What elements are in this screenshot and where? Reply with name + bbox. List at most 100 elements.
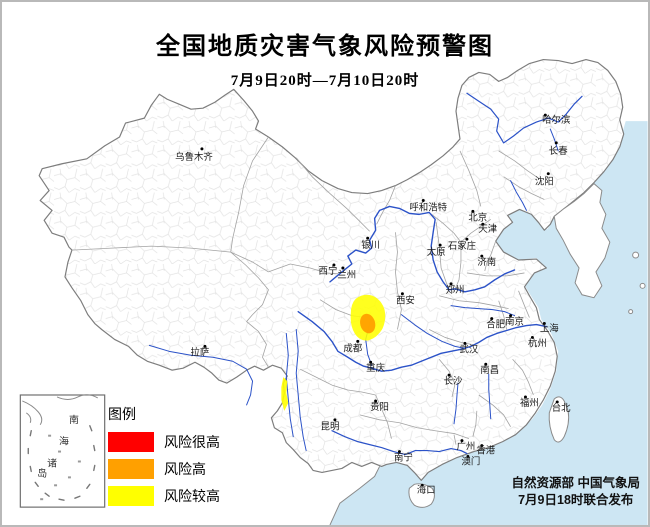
city-label: 贵阳 (370, 401, 389, 412)
legend-heading: 图例 (108, 406, 136, 422)
city-marker (332, 263, 336, 267)
risk-area-high (360, 313, 376, 334)
river-nu (285, 332, 294, 438)
city-marker (421, 198, 425, 202)
city-marker (200, 147, 204, 151)
city-marker (356, 339, 360, 343)
risk-areas (281, 294, 386, 411)
city-marker (463, 341, 467, 345)
city-marker (438, 243, 442, 247)
attribution: 自然资源部 中国气象局 7月9日18时联合发布 (512, 475, 640, 509)
city-marker (366, 236, 370, 240)
river-songhua-branch (549, 128, 559, 152)
city-marker (460, 439, 464, 443)
city-marker (543, 113, 547, 117)
china-landmass (38, 58, 625, 481)
river-gan (488, 373, 492, 420)
neighbour-land (408, 182, 646, 508)
city-marker (369, 360, 373, 364)
legend: 图例 风险很高 风险高 风险较高 (108, 404, 220, 513)
city-label: 沈阳 (535, 176, 554, 187)
attribution-line1: 自然资源部 中国气象局 (511, 476, 640, 490)
island (639, 282, 646, 289)
city-marker (471, 209, 475, 213)
city-label: 海口 (417, 484, 436, 495)
city-label: 银川 (361, 239, 380, 250)
city-label: 南宁 (394, 451, 413, 462)
legend-row: 风险高 (108, 459, 220, 479)
city-label: 重庆 (366, 362, 385, 373)
risk-area-medium-yunnan (281, 377, 289, 411)
city-marker (400, 292, 404, 296)
island (628, 309, 634, 315)
rivers (148, 92, 583, 456)
city-label: 武汉 (459, 343, 478, 354)
city-label: 西宁 (319, 265, 338, 276)
city-marker (447, 373, 451, 377)
inset-label: 海 (59, 435, 69, 448)
legend-row: 风险很高 (108, 432, 220, 452)
river-liao (510, 180, 527, 211)
city-label: 福州 (520, 397, 539, 408)
legend-label-high: 风险高 (164, 461, 206, 477)
inset-label: 诸 (47, 457, 57, 469)
city-label: 香港 (476, 445, 495, 456)
korea-peninsula (553, 182, 611, 299)
city-marker (333, 418, 337, 422)
city-marker (480, 444, 484, 448)
attribution-line2: 7月9日18时联合发布 (518, 493, 634, 507)
vietnam-coastline (329, 466, 381, 525)
city-marker (509, 314, 513, 318)
river-xiang (453, 382, 459, 425)
legend-label-medium: 风险较高 (164, 488, 220, 504)
river-han (400, 314, 466, 349)
city-marker (542, 322, 546, 326)
legend-row: 风险较高 (108, 486, 220, 506)
city-marker (466, 455, 470, 459)
city-label: 昆明 (321, 421, 340, 432)
city-label: 太原 (427, 246, 446, 257)
river-huai (450, 305, 516, 317)
city-label: 长春 (549, 145, 568, 156)
city-marker (546, 172, 550, 176)
city-label: 上海 (540, 322, 559, 333)
city-marker (397, 450, 401, 454)
legend-swatch-medium (108, 486, 154, 506)
hainan-island (408, 483, 435, 508)
city-label: 济南 (477, 256, 496, 267)
city-label: 合肥 (486, 319, 505, 330)
legend-swatch-high (108, 459, 154, 479)
city-label: 澳门 (461, 455, 480, 466)
city-label: 杭州 (528, 337, 547, 348)
city-label: 长沙 (444, 375, 463, 386)
river-yangtze (297, 310, 548, 372)
river-lancang (295, 328, 307, 452)
city-marker (481, 222, 485, 226)
city-marker (490, 317, 494, 321)
city-marker (555, 400, 559, 404)
city-label: 南京 (505, 316, 524, 327)
river-pearl (331, 430, 468, 456)
river-yellow (329, 205, 516, 293)
city-marker (523, 395, 527, 399)
legend-label-very-high: 风险很高 (164, 434, 220, 450)
legend-swatch-very-high (108, 432, 154, 452)
china-outline-border (38, 58, 625, 481)
city-marker (341, 266, 345, 270)
city-marker (203, 344, 207, 348)
taiwan-island (548, 396, 570, 443)
inset-label: 南 (69, 413, 79, 426)
city-label: 郑州 (446, 284, 465, 295)
city-label: 石家庄 (448, 240, 476, 251)
river-yarlung (148, 344, 254, 406)
inset-islands (40, 434, 81, 501)
river-songhua (466, 92, 583, 144)
inset-dash-line (27, 425, 96, 501)
city-marker (480, 254, 484, 258)
city-marker (465, 237, 469, 241)
city-marker (530, 335, 534, 339)
